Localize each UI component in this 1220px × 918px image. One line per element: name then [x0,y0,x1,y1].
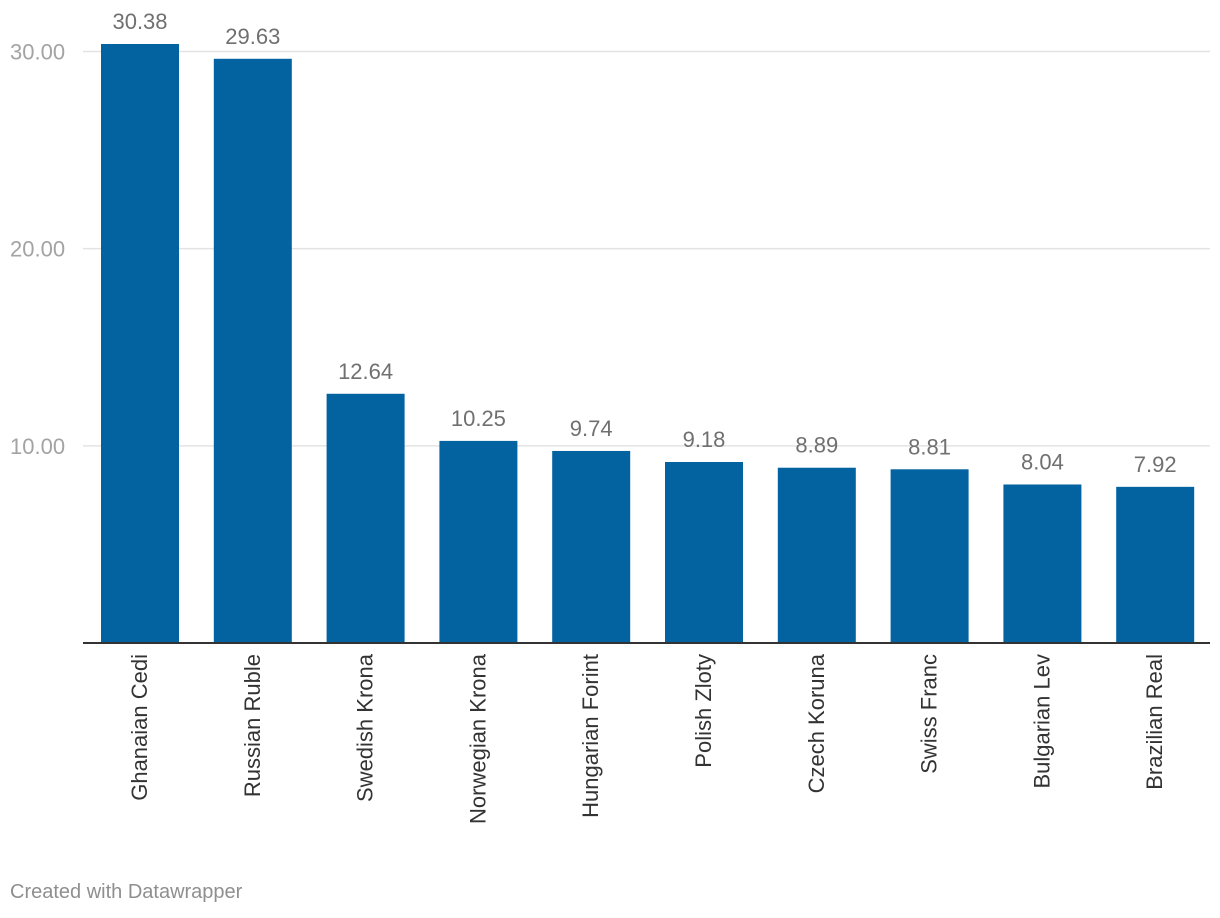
bar [665,461,743,643]
datawrapper-credit: Created with Datawrapper [10,881,243,903]
x-tick-label: Swedish Krona [353,653,378,802]
bar-value-label: 29.63 [225,24,280,49]
bar [439,440,518,643]
x-tick-label: Ghanaian Cedi [127,654,152,801]
bar-chart: 10.00 20.00 30.00 30.38 29.63 12.64 10.25 9.74… [10,9,1210,824]
x-tick-label: Brazilian Real [1142,654,1167,790]
bar [1116,486,1195,643]
x-tick-label: Polish Zloty [691,654,716,768]
x-tick-label: Swiss Franc [917,654,942,774]
y-tick-label: 30.00 [10,39,65,64]
value-labels: 30.38 29.63 12.64 10.25 9.74 9.18 8.89 8.81 8.04… [112,9,1176,477]
bars [101,44,1195,643]
bar-value-label: 7.92 [1134,452,1177,477]
y-tick-label: 10.00 [10,434,65,459]
x-tick-label: Russian Ruble [240,654,265,797]
x-tick-label: Norwegian Krona [465,653,490,824]
y-tick-label: 20.00 [10,237,65,262]
bar [213,58,292,643]
bar-value-label: 10.25 [451,406,506,431]
x-axis-category-labels: Ghanaian Cedi Russian Ruble Swedish Krona N… [127,653,1167,824]
bar [326,393,405,643]
bar-value-label: 12.64 [338,359,393,384]
bar [777,467,856,643]
bar [101,44,179,643]
bar [552,450,631,643]
bar [1003,484,1082,643]
x-tick-label: Bulgarian Lev [1029,654,1054,789]
x-tick-label: Czech Koruna [804,653,829,793]
bar-value-label: 8.89 [795,433,838,458]
x-tick-label: Hungarian Forint [578,654,603,818]
bar [890,469,969,643]
bar-value-label: 30.38 [112,9,167,34]
bar-value-label: 8.81 [908,434,951,459]
bar-value-label: 8.04 [1021,449,1064,474]
bar-value-label: 9.18 [683,427,726,452]
y-axis-tick-labels: 10.00 20.00 30.00 [10,39,65,458]
bar-value-label: 9.74 [570,416,613,441]
